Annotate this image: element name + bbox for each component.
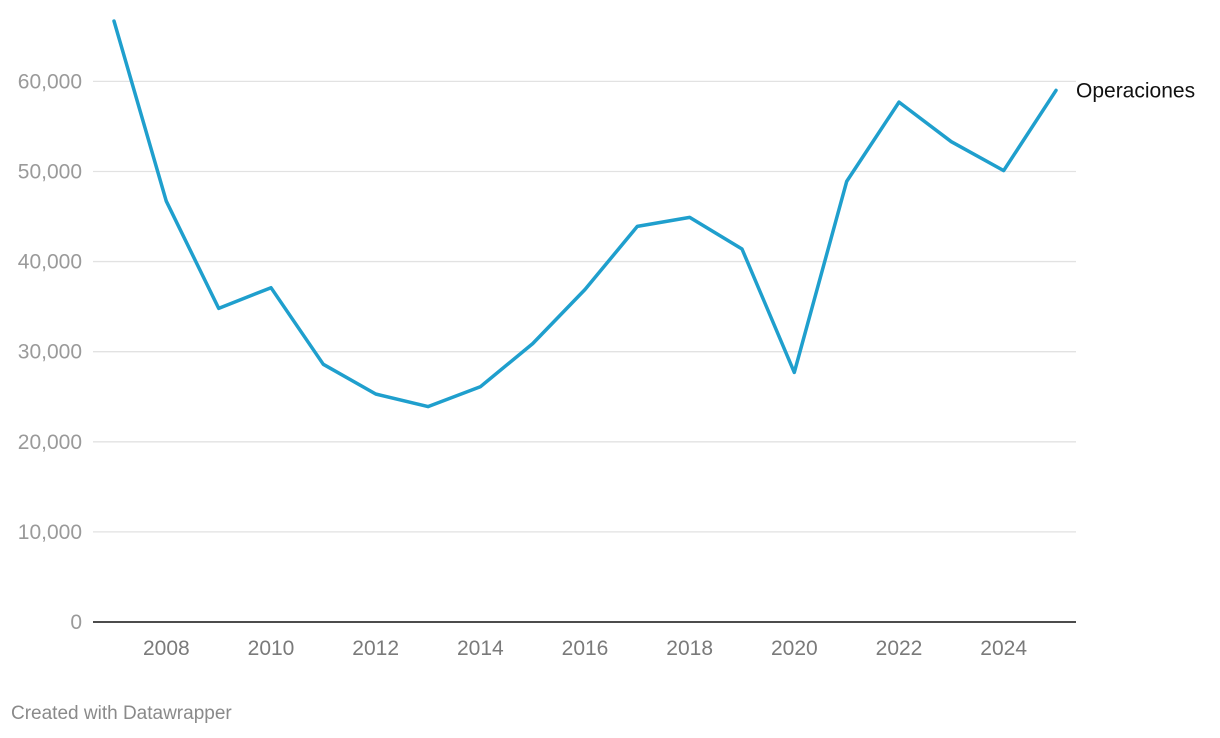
y-tick-label: 30,000 <box>18 341 82 364</box>
x-tick-label: 2014 <box>457 637 504 660</box>
x-tick-label: 2010 <box>248 637 295 660</box>
x-tick-label: 2018 <box>666 637 713 660</box>
series-labels: Operaciones <box>1076 79 1195 102</box>
x-tick-label: 2020 <box>771 637 818 660</box>
y-tick-label: 20,000 <box>18 431 82 454</box>
y-tick-label: 10,000 <box>18 521 82 544</box>
gridlines <box>93 80 1076 533</box>
y-axis-ticks: 0 10,000 20,000 30,000 40,000 50,000 60,000 <box>18 70 82 634</box>
x-tick-label: 2008 <box>143 637 190 660</box>
series-label: Operaciones <box>1076 79 1195 102</box>
x-tick-label: 2022 <box>876 637 923 660</box>
x-axis-ticks: 2008 2010 2012 2014 2016 2018 2020 2022 2024 <box>143 637 1027 660</box>
series-lines <box>112 19 1058 409</box>
y-tick-label: 0 <box>70 611 82 634</box>
x-tick-label: 2012 <box>352 637 399 660</box>
x-tick-label: 2024 <box>980 637 1027 660</box>
x-tick-label: 2016 <box>562 637 609 660</box>
series-line-0 <box>112 19 1058 409</box>
datawrapper-credit: Created with Datawrapper <box>11 703 232 724</box>
y-tick-label: 50,000 <box>18 160 82 183</box>
y-tick-label: 60,000 <box>18 70 82 93</box>
y-tick-label: 40,000 <box>18 251 82 274</box>
